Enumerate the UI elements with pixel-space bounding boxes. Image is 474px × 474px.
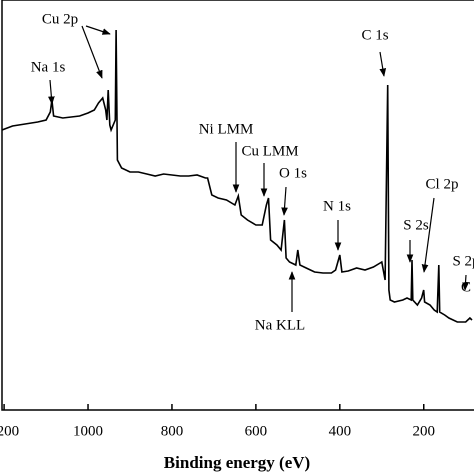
peak-annotation: C [461,279,471,295]
annotation-arrow [281,186,288,216]
x-axis-title: Binding energy (eV) [164,453,310,472]
annotation-arrow [48,79,55,105]
annotation-arrow [462,274,469,291]
peak-annotation: S 2s [403,217,429,233]
x-tick-label: 200 [412,423,435,439]
peak-annotation: Cu 2p [42,11,78,27]
x-tick-label: 1200 [0,423,19,439]
annotation-arrow [85,25,111,35]
peak-annotation: O 1s [279,165,307,181]
spectrum-line [1,29,473,323]
peak-annotation: S 2p [452,253,474,269]
peak-annotation: C 1s [361,27,388,43]
x-tick-label: 600 [245,423,268,439]
peak-annotation: Cu LMM [241,143,298,159]
peak-annotation: Na KLL [255,317,305,333]
peak-annotation: Na 1s [31,59,66,75]
plot-frame [1,0,474,411]
x-tick-label: 400 [329,423,352,439]
annotation-arrow [421,197,435,273]
x-tick-label: 800 [161,423,184,439]
peak-annotation: Cl 2p [426,176,459,192]
annotation-arrow [81,25,103,79]
peak-annotation: Ni LMM [199,121,254,137]
x-tick-label: 1000 [73,423,103,439]
annotation-arrow [379,51,387,77]
peak-annotation: N 1s [323,198,351,214]
